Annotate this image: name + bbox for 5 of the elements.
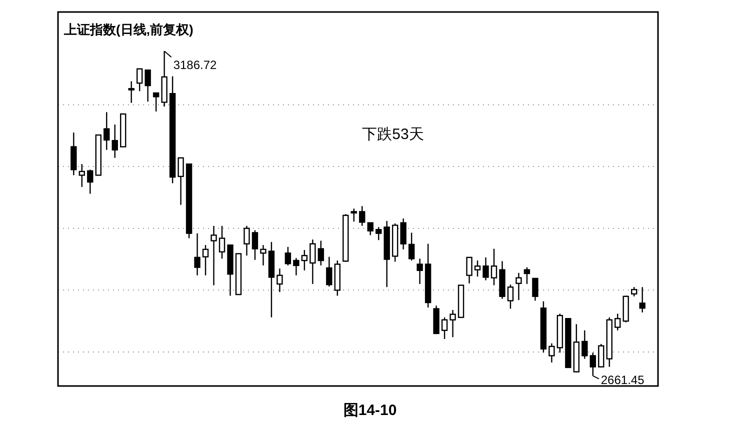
caption: 图14-10 bbox=[343, 402, 397, 419]
annotation: 3186.72 bbox=[173, 58, 218, 72]
text: 上证指数(日线,前复权) bbox=[63, 22, 194, 37]
annotation: 2661.45 bbox=[600, 372, 645, 387]
annotation: 下跌53天 bbox=[362, 126, 424, 143]
